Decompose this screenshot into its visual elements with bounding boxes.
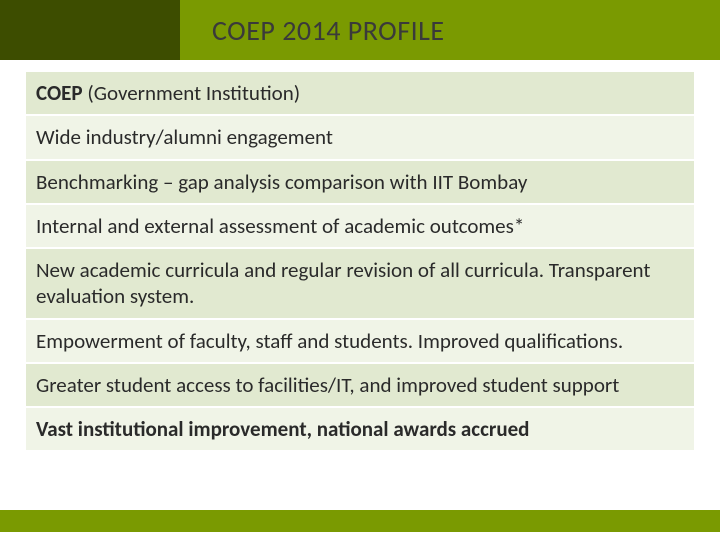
row-text: Benchmarking – gap analysis comparison w… <box>36 169 527 195</box>
table-row: Greater student access to facilities/IT,… <box>26 364 694 408</box>
table-row: New academic curricula and regular revis… <box>26 249 694 320</box>
page-title: COEP 2014 PROFILE <box>212 13 445 48</box>
table-row: Empowerment of faculty, staff and studen… <box>26 320 694 364</box>
content-table: COEP (Government Institution) Wide indust… <box>0 60 720 452</box>
table-row: Internal and external assessment of acad… <box>26 205 694 249</box>
row-text: Empowerment of faculty, staff and studen… <box>36 328 623 354</box>
row-text: Internal and external assessment of acad… <box>36 213 524 239</box>
table-row: Vast institutional improvement, national… <box>26 408 694 452</box>
row-prefix: COEP <box>36 80 87 106</box>
header-right-block: COEP 2014 PROFILE <box>180 0 720 60</box>
header-left-block <box>0 0 180 60</box>
row-text: (Government Institution) <box>87 80 300 106</box>
table-row: Wide industry/alumni engagement <box>26 116 694 160</box>
header-bar: COEP 2014 PROFILE <box>0 0 720 60</box>
row-text: New academic curricula and regular revis… <box>36 257 650 309</box>
footer-bar <box>0 510 720 532</box>
row-text: Vast institutional improvement, national… <box>36 416 529 442</box>
table-row: Benchmarking – gap analysis comparison w… <box>26 161 694 205</box>
row-text: Greater student access to facilities/IT,… <box>36 372 619 398</box>
row-text: Wide industry/alumni engagement <box>36 124 333 150</box>
table-row: COEP (Government Institution) <box>26 72 694 116</box>
